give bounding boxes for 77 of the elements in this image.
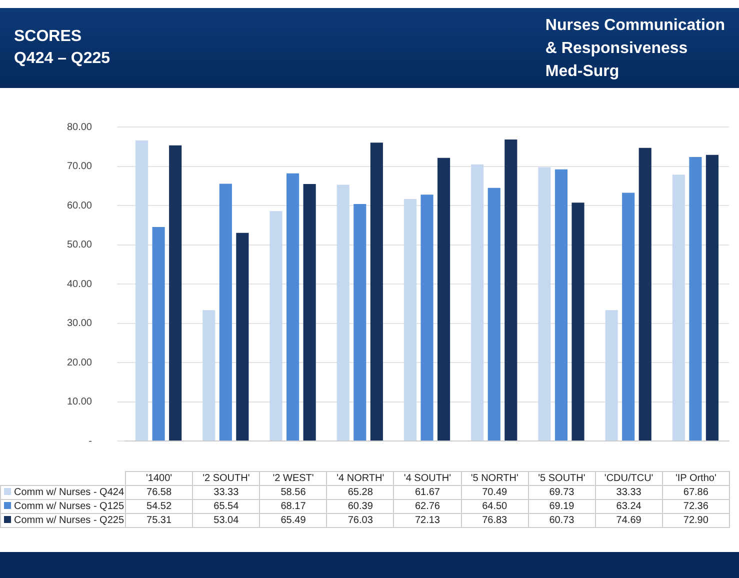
data-label: 70.49 — [461, 486, 528, 500]
bar — [135, 140, 148, 440]
data-label: 76.03 — [326, 514, 394, 528]
data-label: 75.31 — [126, 514, 193, 528]
x-tick-label: '1400' — [126, 472, 193, 486]
x-tick-label: '2 WEST' — [260, 472, 327, 486]
data-label: 74.69 — [595, 514, 662, 528]
x-tick-label: '2 SOUTH' — [192, 472, 260, 486]
bar — [672, 174, 685, 440]
data-label: 60.39 — [326, 500, 394, 514]
x-tick-label: '5 NORTH' — [461, 472, 528, 486]
bar — [622, 192, 635, 440]
data-label: 67.86 — [662, 486, 730, 500]
y-tick-label: 60.00 — [66, 200, 92, 212]
bar — [471, 164, 484, 440]
bar — [303, 184, 316, 440]
chart-title: SCORES Q424 – Q225 — [14, 27, 110, 69]
bar — [336, 184, 350, 440]
y-tick-label: 40.00 — [66, 278, 92, 290]
bar — [554, 169, 568, 440]
bar — [370, 142, 383, 440]
bar — [354, 204, 366, 440]
data-label: 61.67 — [394, 486, 462, 500]
y-tick-label: 30.00 — [66, 318, 92, 329]
data-label: 62.76 — [394, 500, 462, 514]
y-tick-label: 80.00 — [66, 122, 92, 133]
x-tick-label: '5 SOUTH' — [528, 472, 596, 486]
data-label: 33.33 — [192, 486, 260, 500]
data-label: 69.19 — [528, 500, 596, 514]
y-tick-label: 70.00 — [66, 161, 92, 172]
y-tick-label: 10.00 — [66, 396, 92, 408]
bar — [420, 194, 434, 440]
legend-label: Comm w/ Nurses - Q125 — [0, 500, 126, 514]
data-label: 68.17 — [260, 500, 327, 514]
chart-subtitle: Nurses Communication & Responsiveness Med-Surg — [545, 16, 725, 82]
data-label: 53.04 — [192, 514, 260, 528]
bar — [638, 148, 652, 440]
bar — [219, 184, 232, 440]
data-label: 54.52 — [126, 500, 193, 514]
data-label: 63.24 — [595, 500, 662, 514]
data-label: 58.56 — [260, 486, 327, 500]
data-label: 72.90 — [662, 514, 730, 528]
data-label: 60.73 — [528, 514, 596, 528]
y-tick-label: 50.00 — [66, 240, 92, 250]
data-label: 64.50 — [461, 500, 528, 514]
legend-label: Comm w/ Nurses - Q424 — [0, 486, 126, 500]
x-tick-label: '4 NORTH' — [326, 472, 394, 486]
y-tick-label: 20.00 — [66, 357, 92, 368]
data-label: 65.54 — [192, 500, 260, 514]
data-label: 69.73 — [528, 486, 596, 500]
data-label: 72.13 — [394, 514, 462, 528]
bar — [538, 167, 551, 440]
y-tick-label: - — [88, 436, 92, 447]
data-label: 72.36 — [662, 500, 730, 514]
legend-label: Comm w/ Nurses - Q225 — [0, 514, 126, 528]
data-label: 76.58 — [126, 486, 193, 500]
data-label: 76.83 — [461, 514, 528, 528]
data-label: 65.28 — [326, 486, 394, 500]
data-label: 65.49 — [260, 514, 327, 528]
bar — [169, 145, 182, 440]
x-tick-label: 'IP Ortho' — [662, 472, 730, 486]
bar — [488, 188, 500, 440]
bar — [504, 139, 518, 440]
bar — [437, 158, 450, 440]
x-tick-label: '4 SOUTH' — [394, 472, 462, 486]
bar — [605, 310, 618, 440]
bar — [689, 156, 702, 440]
bar — [236, 232, 249, 440]
bar — [270, 211, 282, 440]
bar — [706, 154, 719, 440]
bar — [202, 310, 216, 440]
data-label: 33.33 — [595, 486, 662, 500]
bar — [286, 173, 300, 440]
bar — [404, 198, 417, 440]
bar — [152, 227, 165, 440]
x-tick-label: 'CDU/TCU' — [595, 472, 662, 486]
bar — [572, 202, 584, 440]
